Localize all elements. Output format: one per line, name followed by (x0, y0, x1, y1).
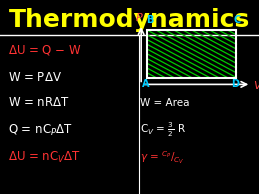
Text: P: P (136, 13, 143, 23)
Text: Q = nC$_P$$\Delta$T: Q = nC$_P$$\Delta$T (8, 122, 73, 138)
Text: W = Area: W = Area (140, 98, 189, 108)
Text: $\gamma$ = $^{C_P}/_{C_V}$: $\gamma$ = $^{C_P}/_{C_V}$ (140, 149, 184, 165)
Text: D: D (231, 79, 239, 89)
Text: $\Delta$U = Q $-$ W: $\Delta$U = Q $-$ W (8, 43, 82, 57)
Text: B: B (146, 15, 153, 25)
Bar (147, 30, 236, 78)
Text: C$_V$ = $\frac{3}{2}$ R: C$_V$ = $\frac{3}{2}$ R (140, 121, 186, 139)
Text: Thermodynamics: Thermodynamics (9, 8, 250, 32)
Text: W = nR$\Delta$T: W = nR$\Delta$T (8, 96, 70, 109)
Text: V: V (253, 81, 259, 91)
Text: A: A (142, 79, 149, 89)
Text: W = P$\Delta$V: W = P$\Delta$V (8, 71, 62, 84)
Text: $\Delta$U = nC$_V$$\Delta$T: $\Delta$U = nC$_V$$\Delta$T (8, 150, 81, 165)
Text: C: C (233, 15, 240, 25)
